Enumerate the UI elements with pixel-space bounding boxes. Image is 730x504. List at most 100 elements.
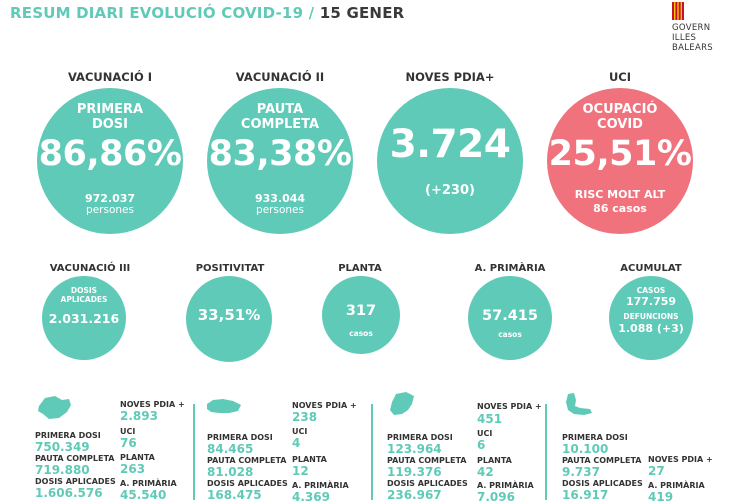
eivissa-dosis-value: 236.967 — [387, 488, 442, 502]
formentera-ap-label: A. PRIMÀRIA — [648, 481, 705, 490]
vacunacio-1-count: 972.037 — [84, 192, 136, 205]
logo-line-2: ILLES — [672, 33, 697, 43]
a-primaria-value: 57.415 — [482, 308, 538, 324]
menorca-pauta-label: PAUTA COMPLETA — [207, 456, 287, 465]
vacunacio-1-circle: PRIMERA DOSI 86,86% 972.037 persones — [37, 88, 183, 234]
vacunacio-1-label: VACUNACIÓ I — [67, 70, 153, 84]
formentera-primera-label: PRIMERA DOSI — [562, 433, 628, 442]
menorca-ap-value: 4.369 — [292, 490, 330, 504]
mallorca-dosis-label: DOSIS APLICADES — [35, 477, 116, 486]
planta-label: PLANTA — [338, 263, 382, 274]
mallorca-primera-value: 750.349 — [35, 440, 90, 454]
formentera-noves-value: 27 — [648, 464, 665, 478]
eivissa-primera-label: PRIMERA DOSI — [387, 433, 453, 442]
acumulat-defuncions-label: DEFUNCIONS — [623, 312, 679, 321]
menorca-primera-value: 84.465 — [207, 442, 254, 456]
menorca-planta-value: 12 — [292, 464, 309, 478]
menorca-ap-label: A. PRIMÀRIA — [292, 481, 349, 490]
eivissa-noves-value: 451 — [477, 412, 503, 426]
mallorca-planta-value: 263 — [120, 462, 146, 476]
eivissa-icon — [390, 392, 414, 415]
positivitat-circle: 33,51% — [186, 276, 272, 362]
uci-cases: 86 casos — [593, 202, 647, 215]
menorca-icon — [207, 399, 241, 413]
menorca-pauta-value: 81.028 — [207, 465, 254, 479]
menorca-dosis-label: DOSIS APLICADES — [207, 479, 288, 488]
positivitat-value: 33,51% — [197, 306, 261, 324]
page-title: RESUM DIARI EVOLUCIÓ COVID-19 / 15 GENER — [10, 4, 404, 22]
formentera-ap-value: 419 — [648, 490, 674, 504]
a-primaria-label: A. PRIMÀRIA — [474, 263, 546, 274]
formentera-dosis-label: DOSIS APLICADES — [562, 479, 643, 488]
eivissa-dosis-label: DOSIS APLICADES — [387, 479, 468, 488]
column-divider — [193, 404, 195, 500]
vacunacio-3-sub2: APLICADES — [60, 295, 108, 304]
logo-line-3: BALEARS — [672, 43, 713, 53]
mallorca-noves-label: NOVES PDIA + — [120, 400, 185, 409]
eivissa-ap-label: A. PRIMÀRIA — [477, 481, 534, 490]
vacunacio-2-circle: PAUTA COMPLETA 83,38% 933.044 persones — [207, 88, 353, 234]
eivissa-primera-value: 123.964 — [387, 442, 442, 456]
a-primaria-circle: 57.415 casos — [468, 276, 552, 360]
mallorca-primera-label: PRIMERA DOSI — [35, 431, 101, 440]
formentera-dosis-value: 16.917 — [562, 488, 609, 502]
crest-icon — [672, 2, 684, 20]
eivissa-planta-value: 42 — [477, 465, 494, 479]
menorca-uci-label: UCI — [292, 427, 308, 436]
govern-logo: GOVERN ILLES BALEARS — [672, 2, 730, 54]
mallorca-planta-label: PLANTA — [120, 453, 155, 462]
uci-sub1: OCUPACIÓ — [582, 102, 658, 117]
vacunacio-2-unit: persones — [256, 204, 304, 216]
menorca-uci-value: 4 — [292, 436, 301, 450]
mallorca-noves-value: 2.893 — [120, 409, 158, 423]
mallorca-pauta-value: 719.880 — [35, 463, 90, 477]
eivissa-uci-value: 6 — [477, 438, 486, 452]
title-text: RESUM DIARI EVOLUCIÓ COVID-19 — [10, 4, 304, 22]
acumulat-casos-label: CASOS — [636, 286, 666, 295]
formentera-primera-value: 10.100 — [562, 442, 609, 456]
uci-risk: RISC MOLT ALT — [574, 188, 666, 201]
vacunacio-3-label: VACUNACIÓ III — [49, 263, 131, 274]
acumulat-casos-value: 177.759 — [625, 295, 677, 308]
vacunacio-1-sub2: DOSI — [91, 117, 129, 132]
uci-value: 25,51% — [548, 134, 692, 174]
eivissa-pauta-value: 119.376 — [387, 465, 442, 479]
menorca-noves-value: 238 — [292, 410, 318, 424]
planta-unit: casos — [349, 329, 373, 338]
formentera-pauta-value: 9.737 — [562, 465, 600, 479]
menorca-noves-label: NOVES PDIA + — [292, 401, 357, 410]
vacunacio-1-sub1: PRIMERA — [76, 102, 144, 117]
planta-circle: 317 casos — [322, 276, 400, 354]
eivissa-planta-label: PLANTA — [477, 456, 512, 465]
acumulat-circle: CASOS 177.759 DEFUNCIONS 1.088 (+3) — [609, 276, 693, 360]
vacunacio-2-sub1: PAUTA — [256, 102, 304, 117]
vacunacio-1-value: 86,86% — [38, 134, 182, 174]
noves-pdia-value: 3.724 — [389, 122, 511, 167]
vacunacio-2-count: 933.044 — [254, 192, 306, 205]
logo-line-1: GOVERN — [672, 23, 711, 33]
noves-pdia-label: NOVES PDIA+ — [405, 70, 495, 84]
menorca-planta-label: PLANTA — [292, 455, 327, 464]
vacunacio-3-sub1: DOSIS — [70, 286, 98, 295]
mallorca-uci-value: 76 — [120, 436, 137, 450]
uci-label: UCI — [608, 70, 632, 84]
vacunacio-1-unit: persones — [86, 204, 134, 216]
noves-pdia-delta: (+230) — [425, 183, 475, 198]
eivissa-ap-value: 7.096 — [477, 490, 515, 504]
mallorca-dosis-value: 1.606.576 — [35, 486, 103, 500]
formentera-noves-label: NOVES PDIA + — [648, 455, 713, 464]
acumulat-label: ACUMULAT — [620, 263, 682, 274]
menorca-dosis-value: 168.475 — [207, 488, 262, 502]
eivissa-uci-label: UCI — [477, 429, 493, 438]
vacunacio-2-label: VACUNACIÓ II — [235, 70, 325, 84]
title-separator: / — [308, 4, 315, 22]
vacunacio-2-sub2: COMPLETA — [240, 117, 320, 132]
mallorca-pauta-label: PAUTA COMPLETA — [35, 454, 115, 463]
column-divider — [545, 404, 547, 500]
eivissa-pauta-label: PAUTA COMPLETA — [387, 456, 467, 465]
mallorca-ap-label: A. PRIMÀRIA — [120, 479, 177, 488]
eivissa-noves-label: NOVES PDIA + — [477, 402, 542, 411]
menorca-primera-label: PRIMERA DOSI — [207, 433, 273, 442]
mallorca-icon — [38, 396, 71, 419]
planta-value: 317 — [345, 303, 377, 319]
